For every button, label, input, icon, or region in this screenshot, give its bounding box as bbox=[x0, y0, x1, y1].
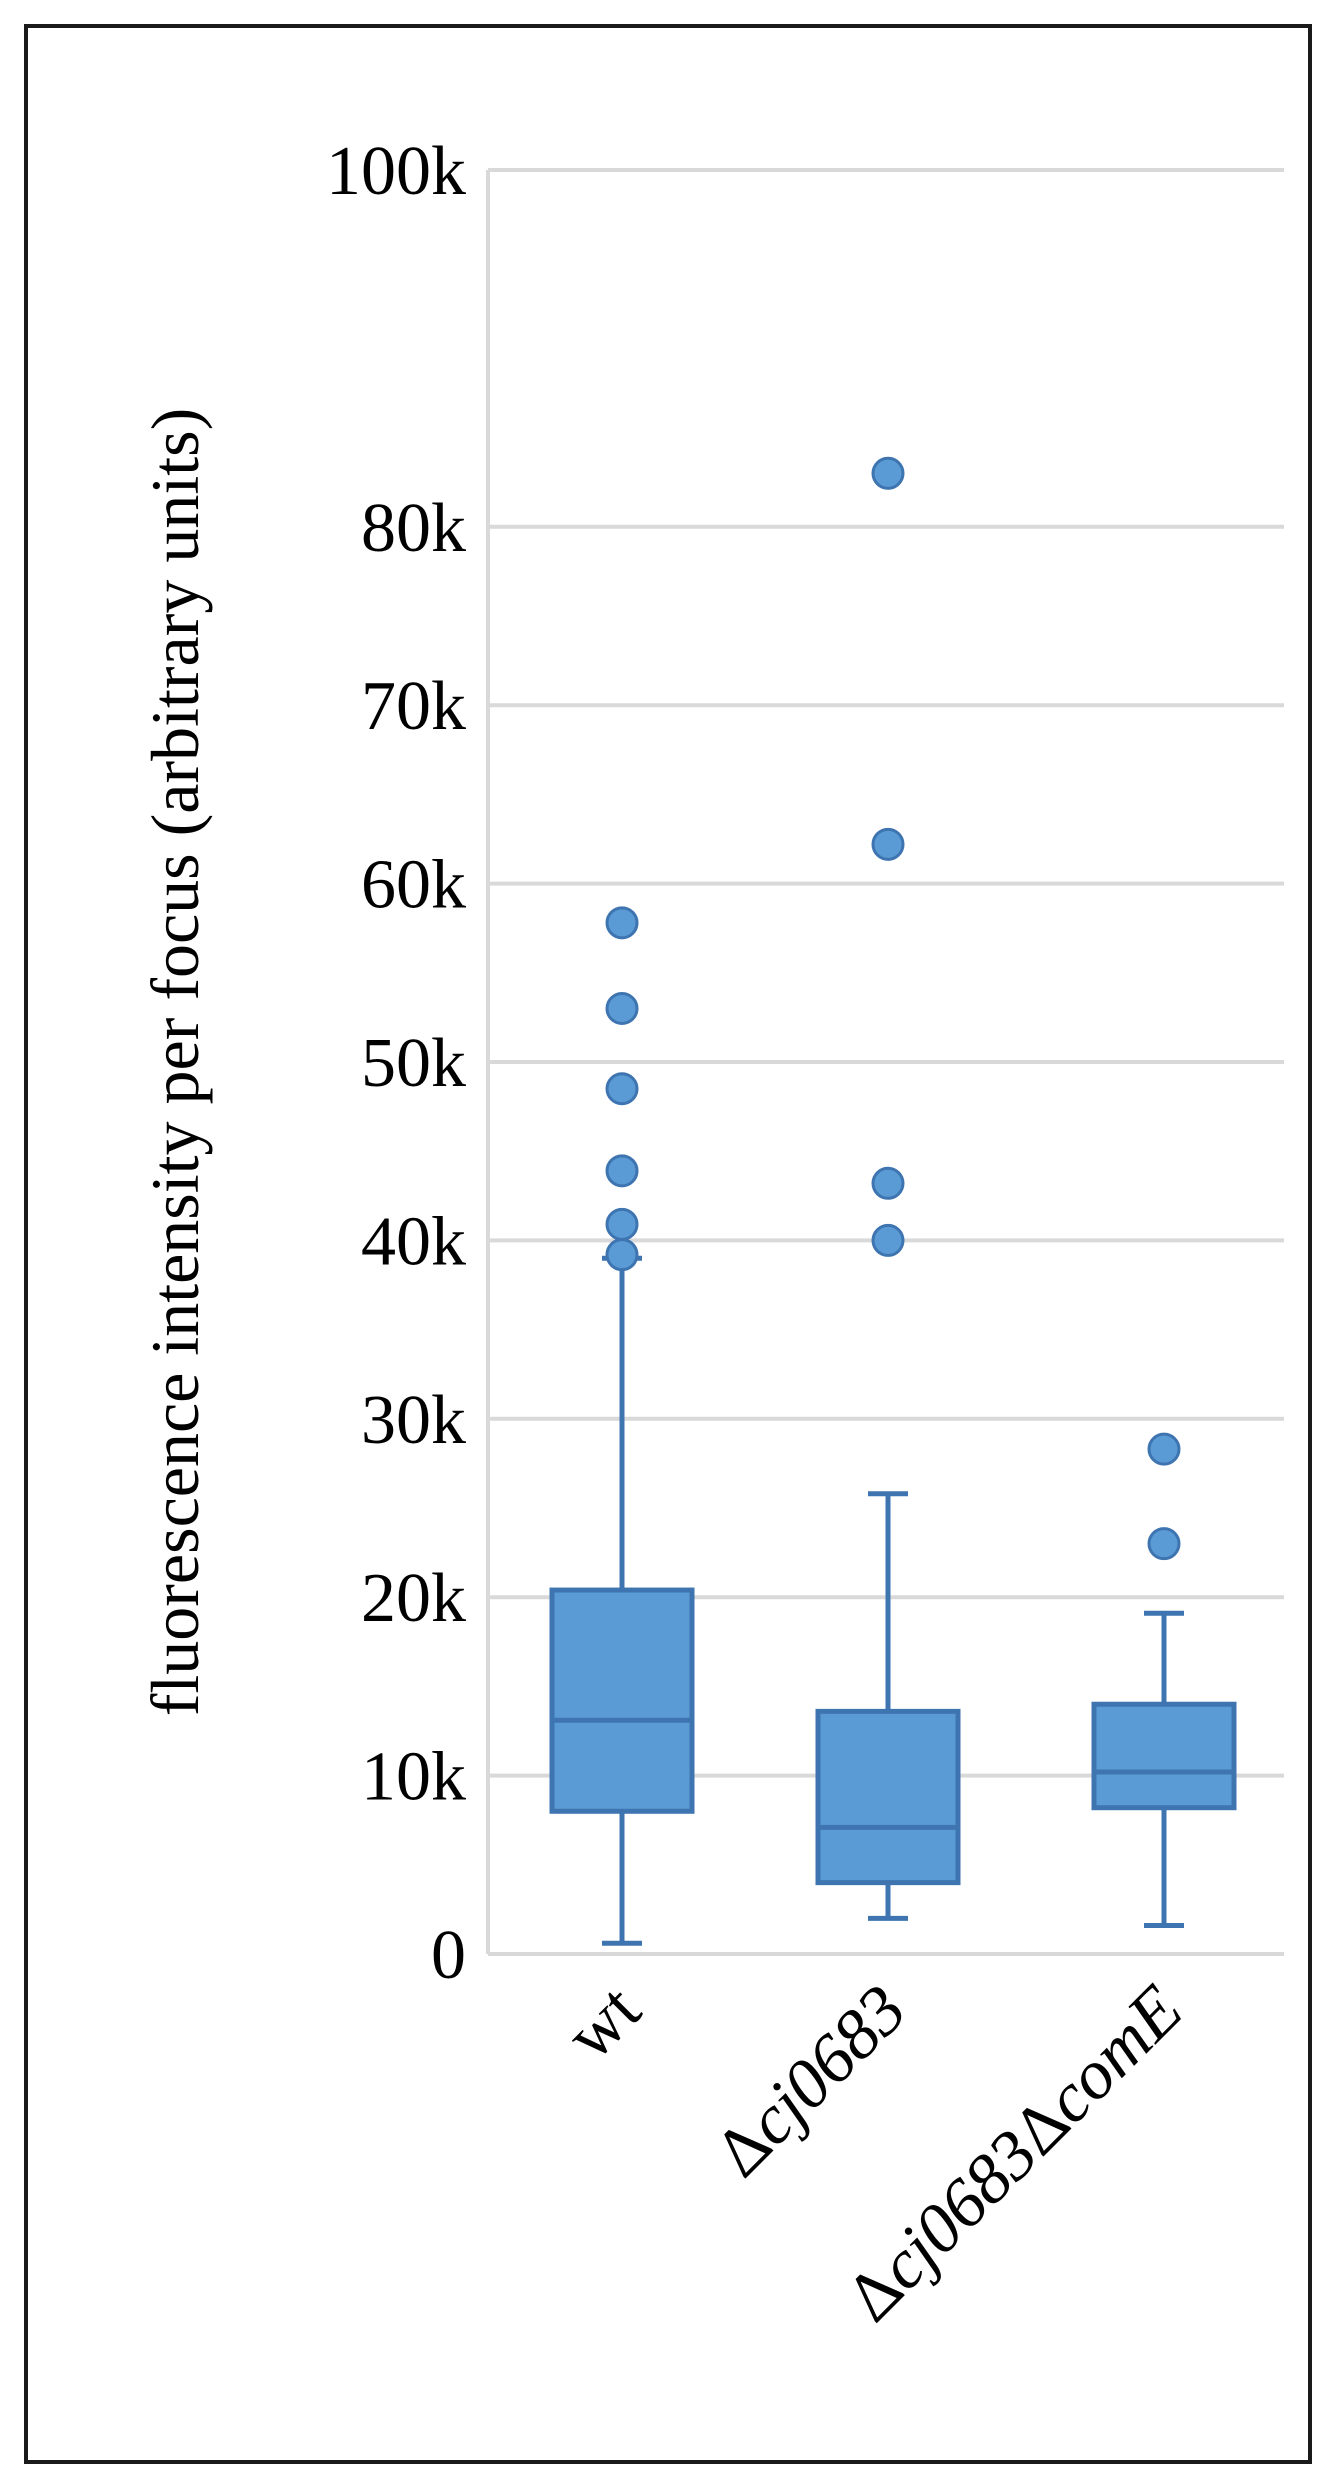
outlier-point-0-4 bbox=[605, 991, 639, 1025]
category-label-0: wt bbox=[551, 1970, 655, 2074]
y-tick-label-4: 40k bbox=[361, 1203, 466, 1280]
outlier-point-1-2 bbox=[871, 827, 905, 861]
y-tick-label-0: 0 bbox=[431, 1917, 466, 1994]
category-label-1: Δcj0683 bbox=[700, 1971, 921, 2192]
box-1 bbox=[815, 1708, 961, 1886]
y-tick-label-5: 50k bbox=[361, 1025, 466, 1102]
outlier-point-0-1 bbox=[605, 1207, 639, 1241]
outlier-point-2-1 bbox=[1147, 1432, 1181, 1466]
outlier-point-1-1 bbox=[871, 1166, 905, 1200]
y-axis-title: fluorescence intensity per focus (arbitr… bbox=[137, 408, 213, 1717]
box-0 bbox=[549, 1587, 695, 1814]
y-tick-label-8: 80k bbox=[361, 490, 466, 567]
y-tick-label-9: 100k bbox=[326, 133, 466, 210]
category-label-part-1-1: cj0683 bbox=[732, 1971, 921, 2160]
outlier-point-2-0 bbox=[1147, 1527, 1181, 1561]
outlier-point-0-5 bbox=[605, 906, 639, 940]
outlier-point-1-0 bbox=[871, 1223, 905, 1257]
category-label-part-2-1: cj0683 bbox=[864, 2115, 1053, 2304]
y-tick-label-6: 60k bbox=[361, 847, 466, 924]
box-plot-chart: 0 10k 20k 30k 40k 50k 60k 70k 80k 100k fluorescenc… bbox=[137, 133, 1284, 2336]
figure-frame: 0 10k 20k 30k 40k 50k 60k 70k 80k 100k fluorescenc… bbox=[24, 24, 1312, 2464]
y-tick-label-7: 70k bbox=[361, 668, 466, 745]
outlier-point-0-0 bbox=[605, 1238, 639, 1272]
outlier-point-1-3 bbox=[871, 456, 905, 490]
outlier-point-0-3 bbox=[605, 1072, 639, 1106]
y-tick-label-3: 30k bbox=[361, 1382, 466, 1459]
outlier-point-0-2 bbox=[605, 1154, 639, 1188]
category-label-part-0-0: wt bbox=[551, 1970, 655, 2074]
y-tick-label-1: 10k bbox=[361, 1739, 466, 1816]
y-tick-label-2: 20k bbox=[361, 1560, 466, 1637]
box-2 bbox=[1091, 1701, 1237, 1811]
